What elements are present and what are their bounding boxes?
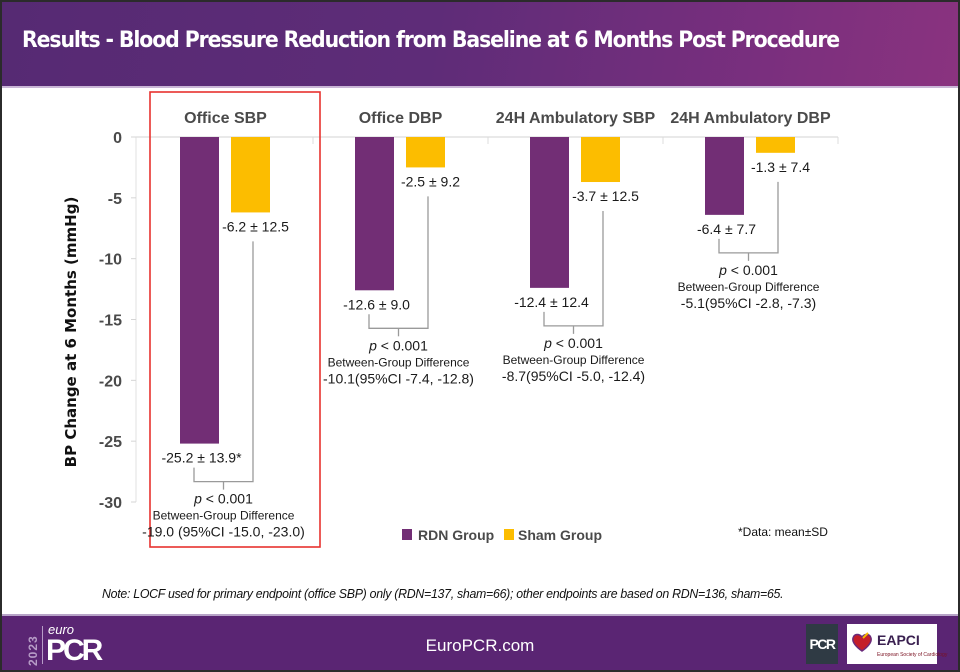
eapci-subtitle: European Society of Cardiology: [877, 652, 948, 658]
p-value: p < 0.001: [718, 262, 778, 278]
bar-rdn: [180, 137, 219, 444]
panel-title: Office DBP: [359, 110, 443, 127]
value-label-sham: -1.3 ± 7.4: [751, 159, 810, 175]
europcr-logo: 2023 euro PCR: [26, 622, 106, 666]
logo-divider: [42, 626, 43, 664]
bar-chart: 0 -5 -10 -15 -20 -25 -30 Office SBP Office DBP 24…: [62, 91, 839, 548]
bar-sham: [756, 137, 795, 153]
title-bar: Results - Blood Pressure Reduction from …: [2, 2, 958, 88]
y-tick-label: -25: [99, 434, 122, 451]
bar-rdn: [705, 137, 744, 215]
value-label-rdn: -6.4 ± 7.7: [697, 221, 756, 237]
chart-axes: 0 -5 -10 -15 -20 -25 -30 Office SBP Office DBP 24…: [99, 110, 839, 512]
value-label-rdn: -25.2 ± 13.9*: [161, 450, 242, 466]
bar-rdn: [355, 137, 394, 291]
p-value: p < 0.001: [193, 491, 253, 507]
bar-sham: [406, 137, 445, 168]
panel-title: Office SBP: [184, 110, 267, 127]
between-group-difference: -5.1(95%CI -2.8, -7.3): [681, 295, 816, 311]
y-tick-label: -15: [99, 313, 122, 330]
pcr-partner-logo: PCR: [806, 624, 838, 664]
bar-sham: [231, 137, 270, 213]
p-value: p < 0.001: [543, 335, 603, 351]
between-group-difference: -8.7(95%CI -5.0, -12.4): [502, 368, 645, 384]
legend-swatch-rdn: [402, 529, 412, 540]
panel-title: 24H Ambulatory SBP: [496, 110, 656, 127]
bar-rdn: [530, 137, 569, 288]
bars: [180, 137, 795, 444]
y-tick-label: 0: [113, 130, 122, 147]
heart-icon: [852, 632, 872, 652]
value-label-sham: -6.2 ± 12.5: [222, 218, 289, 234]
value-label-rdn: -12.4 ± 12.4: [514, 294, 589, 310]
y-tick-label: -10: [99, 252, 122, 269]
logo-pcr: PCR: [46, 634, 103, 667]
footer-url[interactable]: EuroPCR.com: [425, 636, 535, 655]
y-tick-label: -20: [99, 373, 122, 390]
highlight-box-office-sbp: [149, 91, 321, 548]
between-group-heading: Between-Group Difference: [678, 280, 820, 294]
value-label-sham: -2.5 ± 9.2: [401, 173, 460, 189]
legend-label-sham: Sham Group: [518, 527, 602, 543]
footer: 2023 euro PCR EuroPCR.com PCR EAPCI Euro…: [2, 614, 958, 670]
y-tick-label: -5: [108, 191, 122, 208]
y-axis-label: BP Change at 6 Months (mmHg): [62, 197, 80, 468]
logo-euro: euro: [48, 622, 75, 637]
value-labels: -25.2 ± 13.9* -6.2 ± 12.5 -12.6 ± 9.0 -2.5 …: [161, 159, 810, 466]
legend: RDN Group Sham Group: [402, 527, 602, 543]
legend-label-rdn: RDN Group: [418, 527, 494, 543]
between-group-heading: Between-Group Difference: [503, 353, 645, 367]
legend-swatch-sham: [504, 529, 514, 540]
slide-title: Results - Blood Pressure Reduction from …: [22, 28, 840, 53]
between-group-heading: Between-Group Difference: [328, 355, 470, 369]
between-group-heading: Between-Group Difference: [153, 509, 295, 523]
between-group-difference: -10.1(95%CI -7.4, -12.8): [323, 370, 474, 386]
p-value: p < 0.001: [368, 337, 428, 353]
value-label-rdn: -12.6 ± 9.0: [343, 296, 410, 312]
data-footnote: *Data: mean±SD: [738, 525, 828, 539]
value-label-sham: -3.7 ± 12.5: [572, 188, 639, 204]
eapci-logo: EAPCI European Society of Cardiology: [847, 624, 947, 664]
y-tick-label: -30: [99, 495, 122, 512]
footnote: Note: LOCF used for primary endpoint (of…: [102, 586, 784, 601]
bar-sham: [581, 137, 620, 183]
panel-title: 24H Ambulatory DBP: [670, 110, 831, 127]
eapci-name: EAPCI: [877, 632, 920, 648]
highlight-box: [149, 91, 321, 548]
between-group-difference: -19.0 (95%CI -15.0, -23.0): [142, 524, 305, 540]
